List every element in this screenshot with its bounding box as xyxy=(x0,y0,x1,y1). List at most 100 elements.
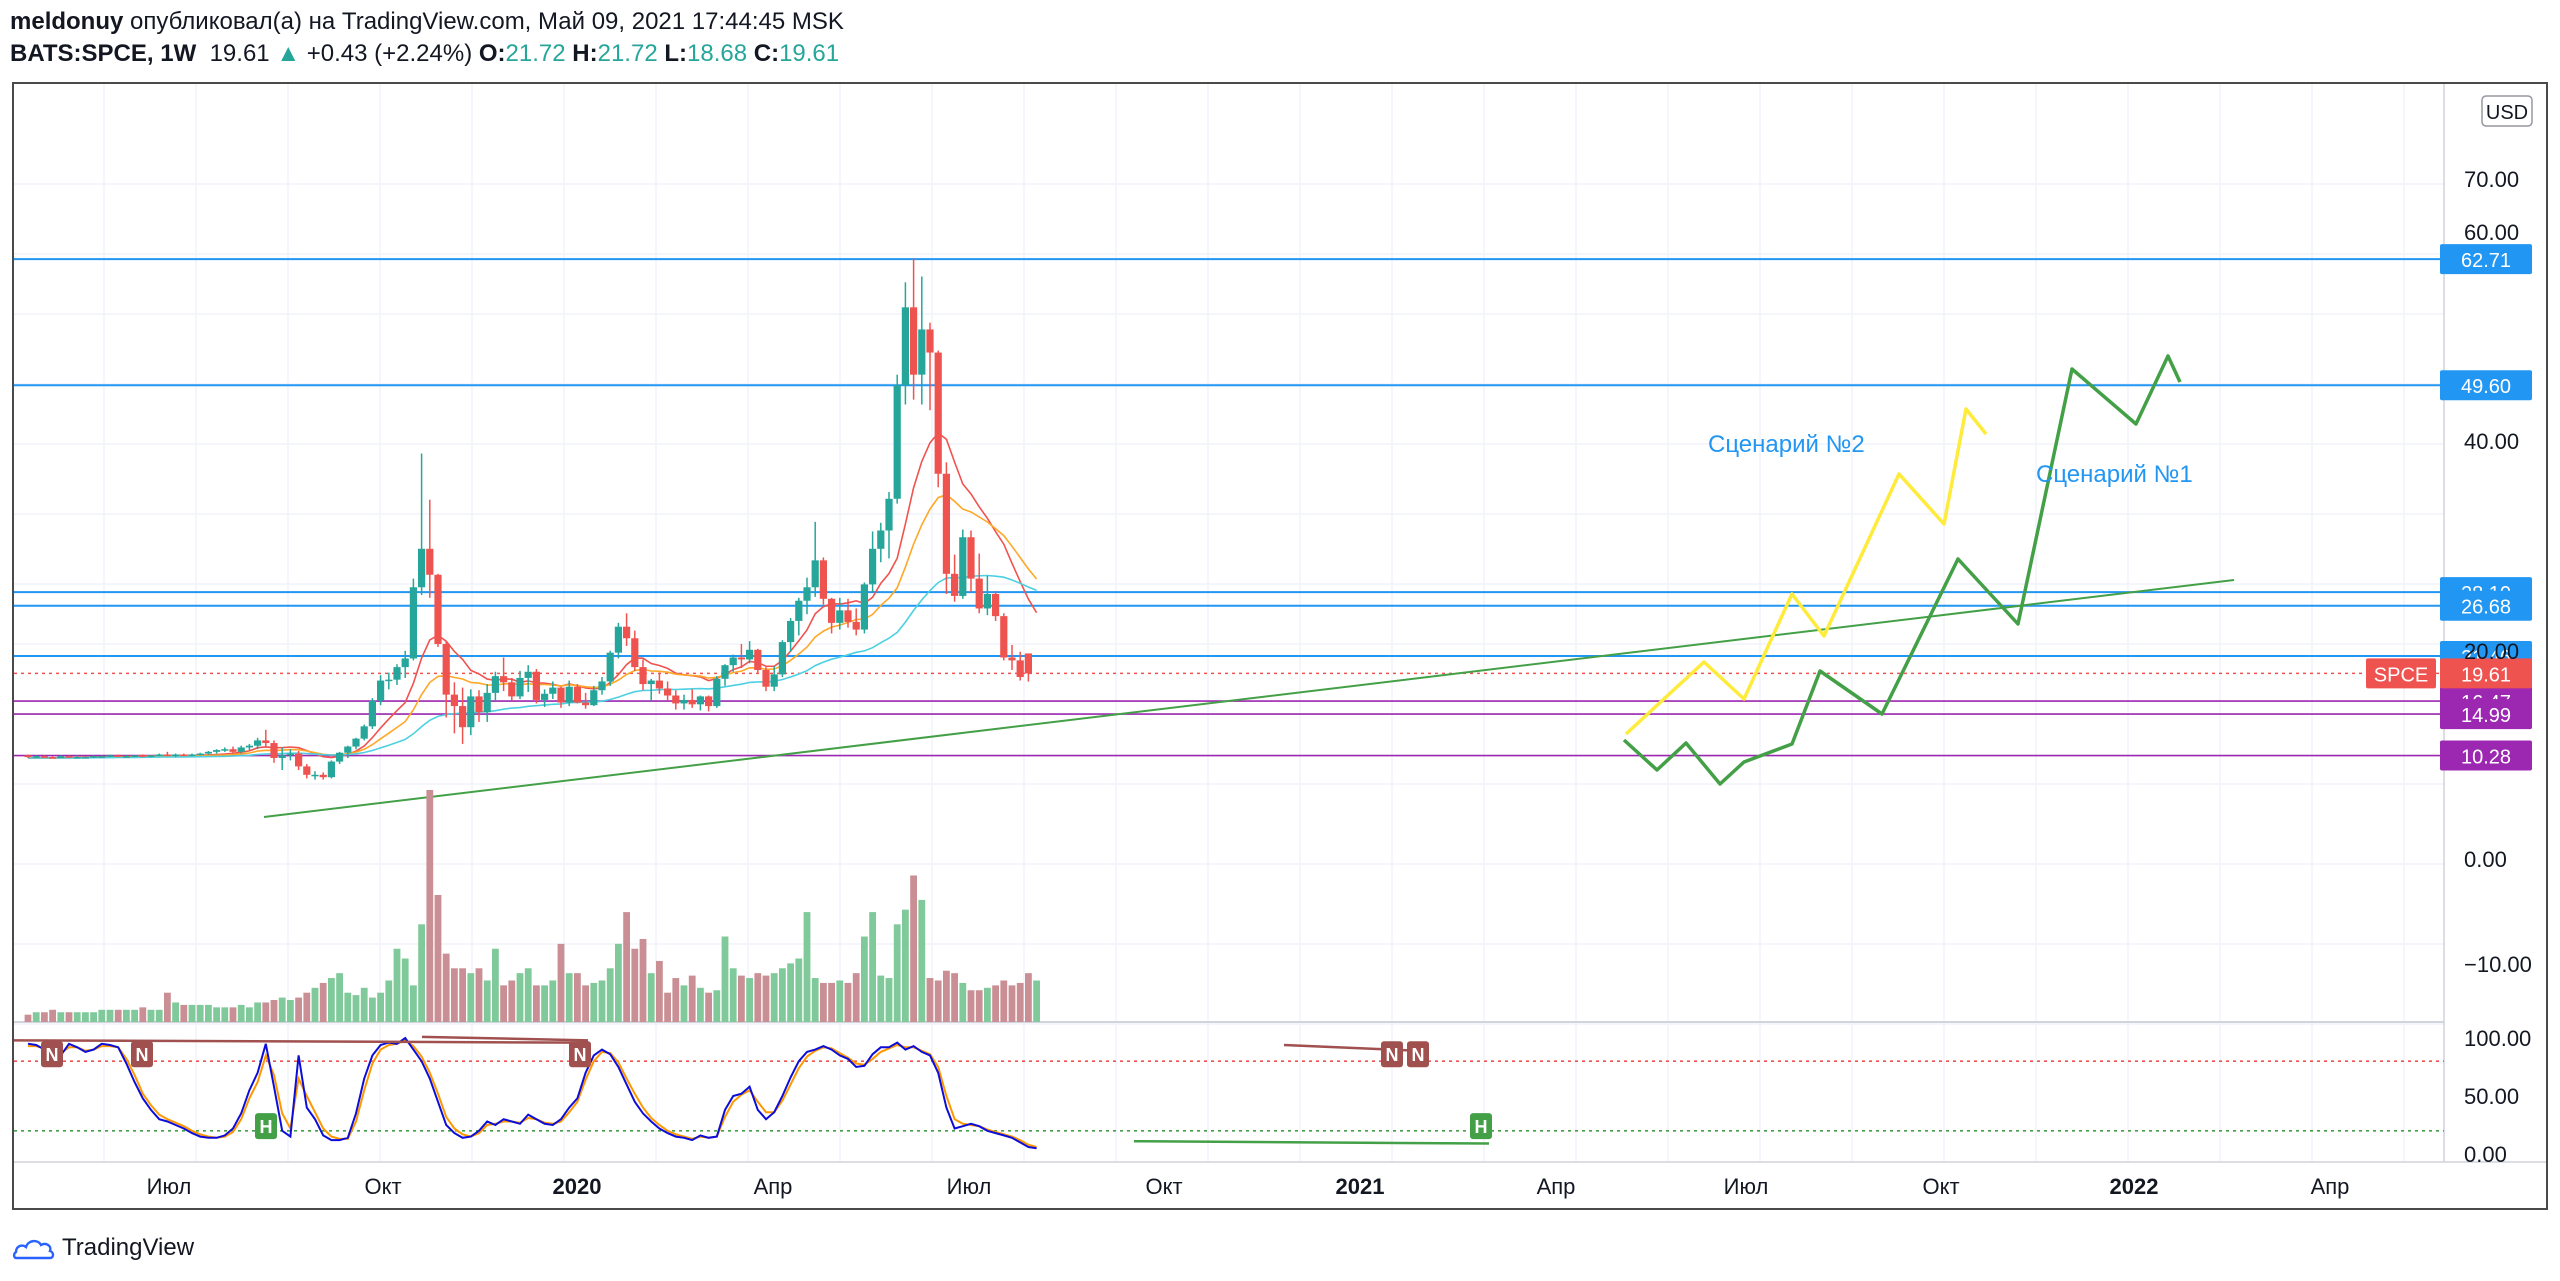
volume-bar xyxy=(943,970,950,1022)
volume-bar xyxy=(377,992,384,1022)
volume-bar xyxy=(795,958,803,1022)
volume-bar xyxy=(311,987,319,1022)
volume-bar xyxy=(139,1007,147,1022)
candle-body xyxy=(245,745,253,748)
candle-body xyxy=(992,594,1000,617)
candle-body xyxy=(639,667,647,685)
candle-body xyxy=(254,740,262,746)
low-value: 18.68 xyxy=(687,40,748,67)
volume-bar xyxy=(459,968,466,1022)
volume-bar xyxy=(24,1014,32,1022)
candle-body xyxy=(426,548,434,575)
candle-body xyxy=(459,706,467,728)
volume-bar xyxy=(270,1000,278,1022)
author-name[interactable]: meldonuy xyxy=(10,8,124,35)
volume-bar xyxy=(1016,982,1024,1022)
candle-body xyxy=(967,537,975,579)
candle-body xyxy=(795,600,803,621)
volume-bar xyxy=(975,990,983,1022)
stoch-marker-bg xyxy=(41,1041,63,1068)
candle-body xyxy=(377,680,385,701)
volume-bar xyxy=(155,1009,163,1022)
volume-bar xyxy=(836,980,844,1022)
volume-bar xyxy=(278,997,286,1022)
footer: TradingView xyxy=(12,1228,194,1268)
time-axis-tick: 2021 xyxy=(1336,1174,1385,1199)
volume-bar xyxy=(984,987,991,1022)
volume-bar xyxy=(606,968,614,1022)
volume-bar xyxy=(549,980,557,1022)
candle-body xyxy=(491,676,499,693)
candle-body xyxy=(442,644,450,695)
low-label: L: xyxy=(664,40,687,67)
scenario-drawings: Сценарий №2 Сценарий №1 xyxy=(1622,354,2193,786)
candle-body xyxy=(1000,616,1008,658)
stoch-marker: N xyxy=(574,1045,587,1065)
candle-body xyxy=(393,667,401,680)
candle-body xyxy=(147,755,155,757)
last-price: 19.61 xyxy=(209,40,270,67)
tradingview-brand[interactable]: TradingView xyxy=(62,1234,195,1261)
stoch-marker-bg xyxy=(569,1041,591,1068)
candle-body xyxy=(188,754,196,756)
last-price-label-bg xyxy=(2440,658,2532,689)
ema-line xyxy=(28,574,1037,759)
candle-body xyxy=(360,726,368,739)
volume-bar xyxy=(295,997,302,1022)
volume-bar xyxy=(237,1004,245,1022)
tradingview-logo-icon[interactable] xyxy=(12,1234,56,1262)
candle-body xyxy=(926,329,934,353)
candle-body xyxy=(434,574,442,645)
volume-bar xyxy=(1033,980,1040,1022)
candle-body xyxy=(409,587,417,659)
price-chart[interactable]: 62.7149.6028.1026.6821.4616.4714.9910.28… xyxy=(14,84,2546,1208)
candle-body xyxy=(959,537,967,596)
candle-body xyxy=(696,696,704,705)
candle-body xyxy=(57,756,65,758)
candle-body xyxy=(229,749,237,752)
level-label-bg xyxy=(2440,699,2532,730)
price-axis-tick: 20.00 xyxy=(2464,639,2519,664)
candle-body xyxy=(893,385,901,499)
candle-body xyxy=(975,578,983,609)
time-axis-tick: 2020 xyxy=(553,1174,602,1199)
volume-bar xyxy=(147,1009,155,1022)
volume-bar xyxy=(852,973,860,1022)
price-axis-tick: 0.00 xyxy=(2464,847,2507,872)
stoch-marker: N xyxy=(136,1045,149,1065)
volume-bar xyxy=(541,985,548,1022)
candle-body xyxy=(770,674,778,687)
volume-bar xyxy=(410,985,417,1022)
volume-bar xyxy=(647,973,655,1022)
candle-body xyxy=(450,694,458,707)
level-price-label: 62.71 xyxy=(2461,250,2511,272)
stoch-marker: N xyxy=(1412,1045,1425,1065)
level-price-label: 49.60 xyxy=(2461,376,2511,398)
price-change: +0.43 (+2.24%) xyxy=(306,40,473,67)
chart-frame[interactable]: 62.7149.6028.1026.6821.4616.4714.9910.28… xyxy=(12,82,2548,1210)
candle-body xyxy=(590,690,598,706)
candle-body xyxy=(713,678,721,707)
candle-body xyxy=(278,755,286,758)
volume-bar xyxy=(869,912,876,1022)
candle-body xyxy=(737,657,745,660)
level-price-label: 26.68 xyxy=(2461,597,2511,619)
candle-body xyxy=(844,610,852,622)
candle-body xyxy=(705,696,713,707)
candle-body xyxy=(106,755,114,757)
volume-bar xyxy=(967,990,975,1022)
stoch-marker: H xyxy=(1475,1117,1488,1137)
candle-body xyxy=(196,753,204,756)
candle-body xyxy=(131,755,139,757)
time-axis-tick: Апр xyxy=(754,1174,793,1199)
candle-body xyxy=(606,652,614,682)
candle-body xyxy=(270,743,278,758)
volume-bar xyxy=(1025,973,1032,1022)
volume-bar xyxy=(844,982,852,1022)
high-label: H: xyxy=(572,40,598,67)
volume-bar xyxy=(213,1007,220,1022)
volume-bar xyxy=(787,963,794,1022)
stoch-marker-bg xyxy=(1407,1041,1429,1068)
candle-body xyxy=(549,687,557,694)
volume-bar xyxy=(926,978,934,1022)
